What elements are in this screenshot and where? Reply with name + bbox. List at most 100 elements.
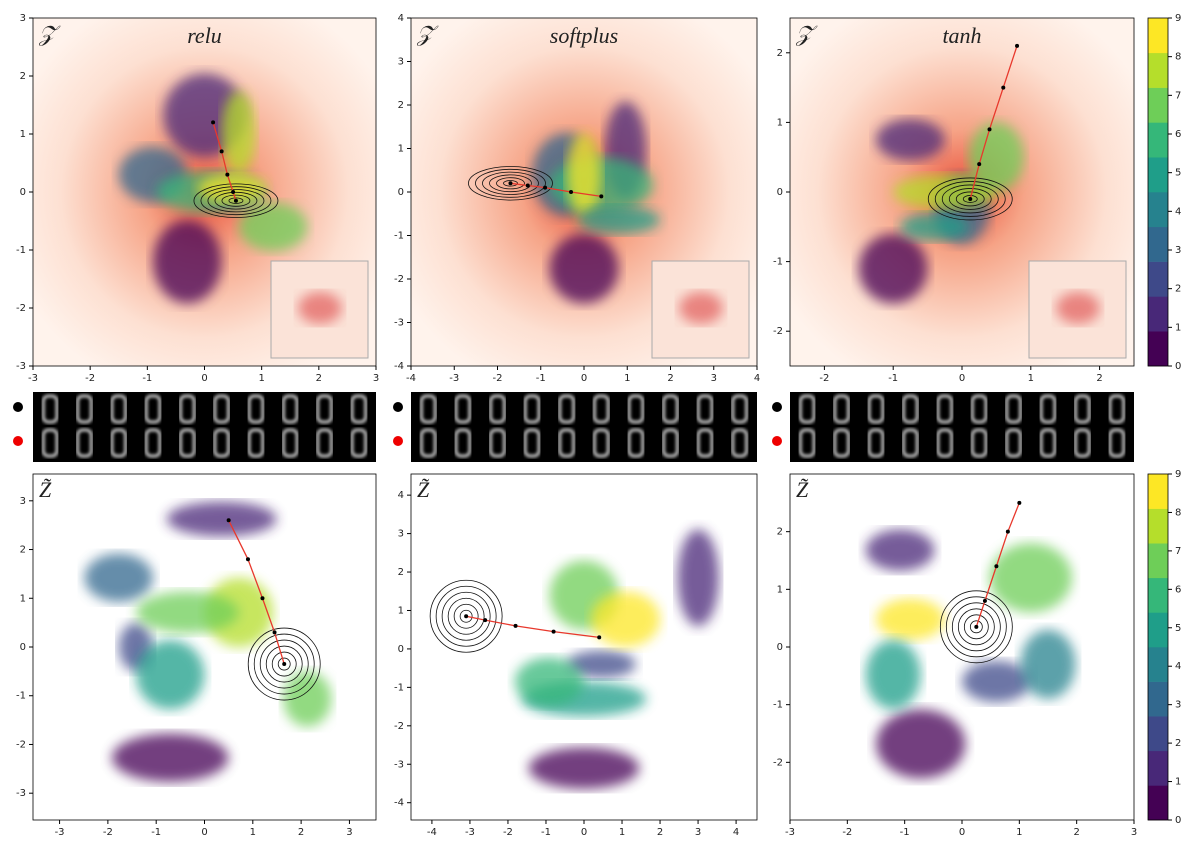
y-tick-label: 0 (398, 187, 404, 198)
y-tick-label: -1 (394, 231, 404, 242)
digit-glyph (902, 394, 919, 424)
strip (33, 392, 376, 462)
colorbar-swatch (1148, 192, 1168, 228)
colorbar: 0 1 2 3 4 5 6 7 8 9 (1147, 469, 1181, 826)
y-tick-label: 2 (398, 100, 404, 111)
cluster-blob (876, 118, 945, 161)
x-tick-label: 2 (316, 373, 322, 384)
digit-glyph (696, 394, 714, 424)
cluster-blob (166, 501, 277, 537)
colorbar-tick-label: 6 (1175, 129, 1181, 140)
trajectory-point (260, 596, 265, 601)
x-tick-label: 4 (733, 827, 739, 838)
trajectory-point (464, 614, 469, 619)
colorbar-tick-label: 5 (1175, 623, 1181, 634)
dot-marker (772, 436, 782, 446)
y-tick-label: -1 (773, 700, 783, 711)
contour (951, 602, 1001, 652)
plot-area (429, 529, 719, 789)
digit-glyph (627, 394, 645, 424)
x-tick-label: -2 (842, 827, 852, 838)
colorbar-swatch (1148, 157, 1168, 193)
digit-glyph (281, 428, 299, 458)
x-tick-label: -4 (406, 373, 416, 384)
y-tick-label: 3 (20, 13, 26, 24)
cluster-blob (566, 650, 636, 679)
panel: -3 -2 -1 0 1 2 3 -3 -2 -1 0 1 2 3 𝒵 relu (16, 13, 379, 384)
x-tick-label: 2 (667, 373, 673, 384)
colorbar-swatch (1148, 750, 1168, 786)
cluster-blob (84, 553, 154, 603)
contour (939, 590, 1013, 664)
digit-glyph (110, 428, 128, 458)
space-label: Z̃ (417, 477, 430, 502)
y-tick-label: -1 (773, 257, 783, 268)
contour (247, 627, 321, 701)
y-tick-label: 0 (398, 644, 404, 655)
axes-frame (789, 473, 1135, 821)
x-tick-label: 1 (258, 373, 264, 384)
colorbar-swatch (1148, 543, 1168, 579)
x-tick-label: -1 (900, 827, 910, 838)
digit-glyph (1005, 428, 1022, 458)
x-tick-label: 1 (250, 827, 256, 838)
contour (228, 197, 244, 204)
panel: -3 -2 -1 0 1 2 3 -2 -1 0 1 2 Z̃ (773, 473, 1137, 838)
space-label: Z̃ (796, 477, 809, 502)
cluster-blob (135, 591, 239, 634)
y-tick-label: 0 (20, 642, 26, 653)
panel: -2 -1 0 1 2 -2 -1 0 1 2 𝒵 tanh (773, 17, 1135, 384)
cluster-blob (577, 205, 661, 234)
digit-glyph (627, 428, 645, 458)
digit-glyph (454, 394, 472, 424)
cluster-blob (238, 202, 308, 252)
contour (496, 177, 525, 190)
contour (271, 651, 297, 677)
trajectory-point (1017, 500, 1022, 505)
contour (429, 579, 503, 653)
cluster-blob (876, 709, 966, 779)
digit-glyph (1108, 394, 1126, 424)
digit-glyph (316, 394, 333, 424)
contour (948, 188, 992, 210)
colorbar-frame (1147, 17, 1169, 367)
digit-glyph (489, 394, 506, 424)
plot-area (411, 18, 757, 366)
cluster-blob (677, 529, 719, 627)
trajectory-point (245, 557, 250, 562)
digit-glyph (247, 428, 265, 458)
contour (221, 194, 251, 207)
cluster-blob (549, 157, 654, 213)
x-tick-label: -3 (28, 373, 38, 384)
contour (435, 585, 497, 647)
x-tick-label: 0 (581, 373, 587, 384)
plot-area (33, 18, 376, 366)
y-tick-label: 1 (20, 129, 26, 140)
cluster-blob (566, 132, 602, 217)
y-tick-label: 3 (398, 57, 404, 68)
contour (489, 174, 532, 193)
trajectory-point (211, 120, 216, 125)
colorbar-swatch (1148, 716, 1168, 752)
digit-glyph (970, 428, 988, 458)
cluster-blob (590, 591, 661, 647)
digit-glyph (76, 428, 93, 458)
cluster-blob (528, 747, 640, 789)
contour (277, 657, 291, 671)
colorbar-tick-label: 0 (1175, 361, 1181, 372)
cluster-blob (962, 660, 1031, 703)
trajectory-point (226, 518, 231, 523)
colorbar-tick-label: 9 (1175, 469, 1181, 480)
contour (503, 180, 518, 187)
strip (411, 392, 757, 462)
x-tick-label: -3 (465, 827, 475, 838)
y-tick-label: 2 (398, 567, 404, 578)
y-tick-label: 4 (398, 490, 404, 501)
trajectory-point (272, 630, 277, 635)
x-tick-label: 2 (1096, 373, 1102, 384)
digit-glyph (1074, 428, 1091, 458)
digit-glyph (592, 428, 610, 458)
contour (453, 603, 479, 629)
x-tick-label: 0 (581, 827, 587, 838)
colorbar: 0 1 2 3 4 5 6 7 8 9 (1147, 13, 1181, 372)
